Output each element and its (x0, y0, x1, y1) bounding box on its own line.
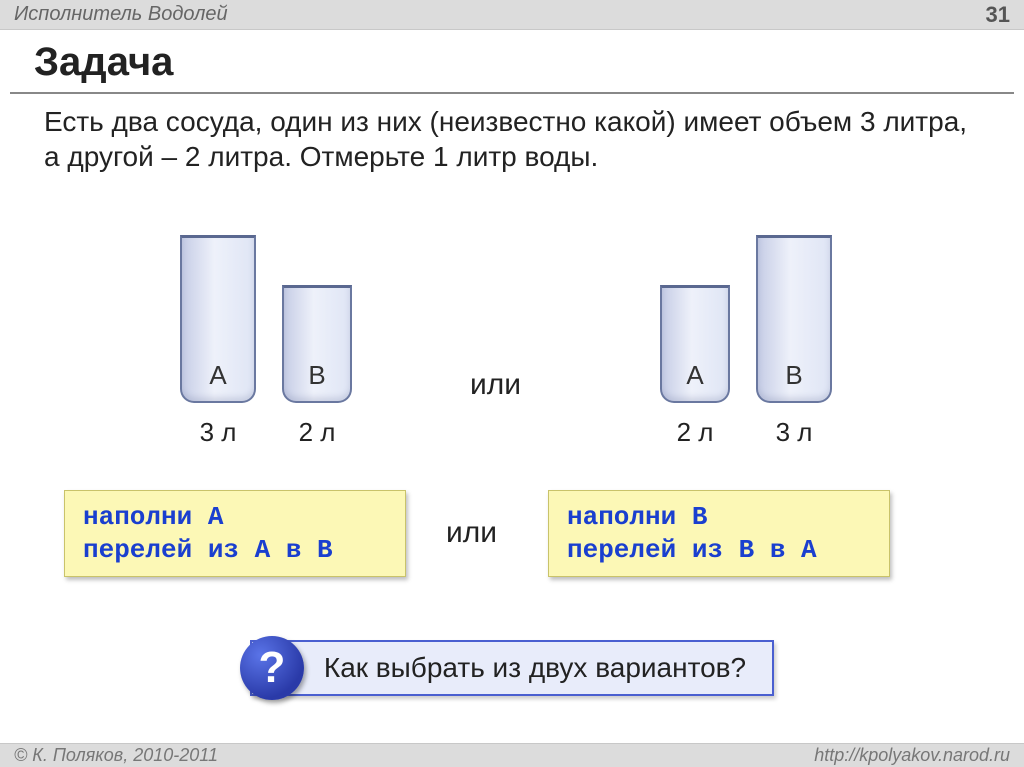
vessel: B (756, 235, 832, 403)
page-number: 31 (986, 2, 1010, 28)
footer-copyright: © К. Поляков, 2010-2011 (14, 745, 218, 766)
vessel-letter: A (662, 360, 728, 391)
vessel-letter: B (758, 360, 830, 391)
vessel: A (180, 235, 256, 403)
vessel-caption: 3 л (776, 417, 813, 448)
vessel-group-right: A 2 л B 3 л (660, 235, 832, 448)
code-block-left: наполни A перелей из A в B (64, 490, 406, 577)
vessel: A (660, 285, 730, 403)
separator-or-bottom: или (446, 516, 497, 550)
slide-title: Задача (34, 40, 173, 85)
code-block-right: наполни B перелей из B в A (548, 490, 890, 577)
problem-statement: Есть два сосуда, один из них (неизвестно… (44, 104, 980, 174)
code-row: наполни A перелей из A в B наполни B пер… (0, 490, 1024, 590)
vessel-wrap: B 2 л (282, 285, 352, 448)
vessel-caption: 2 л (677, 417, 714, 448)
question-text: Как выбрать из двух вариантов? (324, 652, 746, 683)
vessels-diagram: A 3 л B 2 л A 2 л B 3 л (0, 228, 1024, 448)
vessel-group-left: A 3 л B 2 л (180, 235, 352, 448)
vessel-wrap: A 2 л (660, 285, 730, 448)
vessel-wrap: A 3 л (180, 235, 256, 448)
footer-url: http://kpolyakov.narod.ru (814, 745, 1010, 766)
header-bar: Исполнитель Водолей 31 (0, 0, 1024, 30)
header-title: Исполнитель Водолей (14, 3, 228, 26)
vessel-letter: B (284, 360, 350, 391)
footer-bar: © К. Поляков, 2010-2011 http://kpolyakov… (0, 743, 1024, 767)
separator-or-top: или (470, 368, 521, 402)
vessel-letter: A (182, 360, 254, 391)
vessel: B (282, 285, 352, 403)
question-box: ? Как выбрать из двух вариантов? (250, 640, 774, 696)
question-row: ? Как выбрать из двух вариантов? (0, 640, 1024, 696)
title-underline (10, 92, 1014, 94)
vessel-caption: 2 л (299, 417, 336, 448)
vessel-wrap: B 3 л (756, 235, 832, 448)
vessel-caption: 3 л (200, 417, 237, 448)
question-mark-icon: ? (240, 636, 304, 700)
